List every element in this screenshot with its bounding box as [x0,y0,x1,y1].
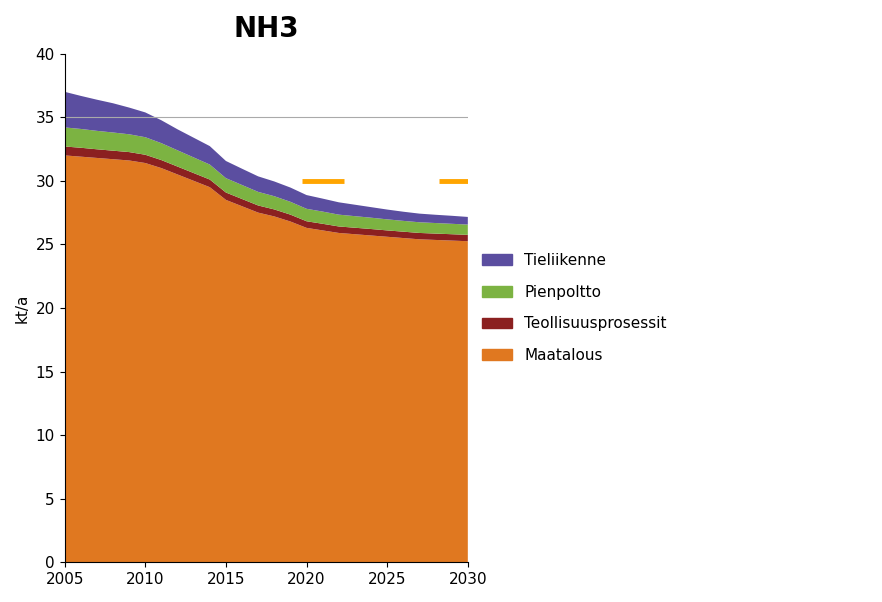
Y-axis label: kt/a: kt/a [15,293,30,323]
Title: NH3: NH3 [234,15,299,43]
Legend: Tieliikenne, Pienpoltto, Teollisuusprosessit, Maatalous: Tieliikenne, Pienpoltto, Teollisuusprose… [475,247,673,369]
